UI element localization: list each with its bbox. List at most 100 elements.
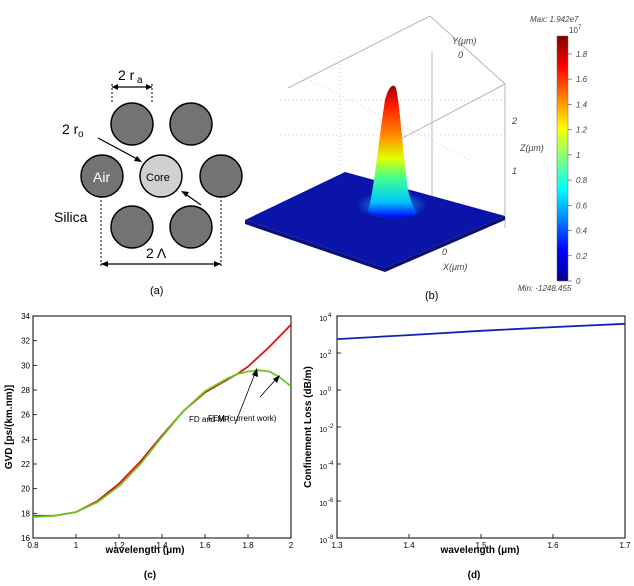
mode-base-plane xyxy=(245,172,505,268)
plot-d-xtick-label: 1.3 xyxy=(331,541,343,550)
plot-d-ytick-base: 10 xyxy=(319,427,327,434)
mode-field-peak xyxy=(368,85,418,218)
plot-c-ytick-label: 28 xyxy=(21,386,30,395)
plot-d-series-loss xyxy=(336,322,626,340)
ra-arrowhead-right xyxy=(146,84,152,90)
plot-d-ytick-exponent: -6 xyxy=(328,498,334,504)
plot-d-ytick-exponent: -8 xyxy=(328,535,334,541)
plot-d-ytick-exponent: -4 xyxy=(328,461,334,467)
plot-c-series-fem-current-work xyxy=(32,369,292,518)
caption-a: (a) xyxy=(150,285,163,297)
ro-arrowhead-top xyxy=(134,156,142,162)
z-axis-tick-1: 1 xyxy=(512,166,517,176)
pitch-arrowhead-left xyxy=(101,261,108,267)
plot-d-ytick-base: 10 xyxy=(319,501,327,508)
plot-c-xtick-label: 2 xyxy=(289,541,294,550)
plot-c-ticks: 0.8 1 1.2 1.4 1.6 1.8 2 16 18 20 22 24 26 28 30 32 34 xyxy=(21,312,294,550)
annotation-fd-mp-arrow xyxy=(234,370,257,425)
colorbar-exponent: 7 xyxy=(578,25,582,31)
pitch-arrowhead-right xyxy=(214,261,221,267)
z-axis-label: Z(μm) xyxy=(519,143,544,153)
plot-c-xtick-label: 1.6 xyxy=(199,541,211,550)
plot-d-xtick-label: 1.6 xyxy=(547,541,559,550)
mode-base-edge xyxy=(245,220,385,272)
label-silica: Silica xyxy=(54,209,88,225)
colorbar-tick-label: 1.4 xyxy=(576,100,588,109)
colorbar-tick-label: 1.6 xyxy=(576,75,588,84)
plot-d-xtick-label: 1.5 xyxy=(475,541,487,550)
panel-a: 2 r a Air Core Silica 2 r o 2 Λ (a) xyxy=(54,67,243,297)
colorbar-max-label: Max: 1.942e7 xyxy=(530,15,579,24)
caption-b: (b) xyxy=(425,290,438,302)
annotation-fem: FEM (current work) xyxy=(208,414,277,423)
air-hole xyxy=(199,154,243,198)
plot-c-ytick-label: 32 xyxy=(21,337,30,346)
colorbar-tick-label: 0.2 xyxy=(576,252,588,261)
label-2ra-sub: a xyxy=(137,75,143,86)
air-hole xyxy=(110,102,154,146)
air-hole xyxy=(169,102,213,146)
plot-d-xtick-label: 1.4 xyxy=(403,541,415,550)
caption-d: (d) xyxy=(468,570,481,581)
x-axis-tick: 0 xyxy=(442,247,447,257)
colorbar-tick-label: 0.6 xyxy=(576,201,588,210)
z-axis-tick-2: 2 xyxy=(511,116,517,126)
plot-d-series xyxy=(336,322,626,340)
plot-c-xtick-label: 1 xyxy=(74,541,79,550)
plot-c-ytick-label: 26 xyxy=(21,411,30,420)
colorbar-tick-label: 1.8 xyxy=(576,50,588,59)
plot-c-ytick-label: 18 xyxy=(21,509,30,518)
colorbar-ticks: 1.8 1.6 1.4 1.2 1 0.8 0.6 0.4 0.2 0 xyxy=(568,50,588,286)
plot-c-xtick-label: 0.8 xyxy=(27,541,39,550)
plot-c-xlabel: wavelength (μm) xyxy=(105,545,185,556)
plot-c-ytick-label: 20 xyxy=(21,485,30,494)
air-hole xyxy=(110,205,154,249)
panel-b: Y(μm) 0 2 Z(μm) 1 0 X(μm) Max: 1.942e7 1… xyxy=(245,15,588,302)
y-axis-tick: 0 xyxy=(458,50,463,60)
label-2ro: 2 r xyxy=(62,121,79,137)
plot-c-ytick-label: 30 xyxy=(21,361,30,370)
plot-c-xtick-label: 1.8 xyxy=(242,541,254,550)
plot-d-ytick-base: 10 xyxy=(319,353,327,360)
plot-d-ytick-base: 10 xyxy=(319,390,327,397)
core-region xyxy=(139,154,183,198)
colorbar-tick-label: 0 xyxy=(576,277,581,286)
colorbar xyxy=(556,35,569,282)
colorbar-tick-label: 1 xyxy=(576,151,580,160)
ra-arrowhead-left xyxy=(112,84,118,90)
annotation-fd-mp: FD and MP xyxy=(189,415,229,424)
plot-c-ytick-label: 24 xyxy=(21,435,30,444)
plot-d-xtick-label: 1.7 xyxy=(619,541,631,550)
plot-d-xlabel: wavelength (μm) xyxy=(440,545,520,556)
plot-c-xtick-label: 1.2 xyxy=(113,541,125,550)
plot-c-series xyxy=(32,323,292,518)
colorbar-exponent-base: 10 xyxy=(569,26,578,35)
annotation-fem-arrowhead xyxy=(273,375,280,383)
plot-d-frame xyxy=(336,315,626,539)
air-hole xyxy=(80,154,124,198)
plot-d-ytick-exponent: 2 xyxy=(328,350,332,356)
label-air: Air xyxy=(93,169,110,185)
y-axis-label: Y(μm) xyxy=(452,36,476,46)
annotation-fd-mp-arrowhead xyxy=(252,368,258,377)
plot-c-ytick-label: 22 xyxy=(21,460,30,469)
plot-d-ytick-exponent: 4 xyxy=(328,313,332,319)
colorbar-tick-label: 1.2 xyxy=(576,126,588,135)
plot-d-ytick-base: 10 xyxy=(319,316,327,323)
x-axis-label: X(μm) xyxy=(442,262,467,272)
plot-c-xtick-label: 1.4 xyxy=(156,541,168,550)
plot-d-ylabel: Confinement Loss (dB/m) xyxy=(303,366,314,488)
colorbar-tick-label: 0.8 xyxy=(576,176,588,185)
plot-c-ylabel: GVD [ps/(km.nm)] xyxy=(4,385,15,469)
ro-arrowhead-bottom xyxy=(181,191,189,197)
label-core: Core xyxy=(146,172,170,184)
plot-d-ytick-base: 10 xyxy=(319,538,327,545)
colorbar-tick-label: 0.4 xyxy=(576,227,588,236)
label-pitch: 2 Λ xyxy=(146,245,167,261)
colorbar-min-label: Min: -1248.455 xyxy=(518,284,572,293)
air-hole xyxy=(169,205,213,249)
plot-d-ytick-exponent: -2 xyxy=(328,424,334,430)
